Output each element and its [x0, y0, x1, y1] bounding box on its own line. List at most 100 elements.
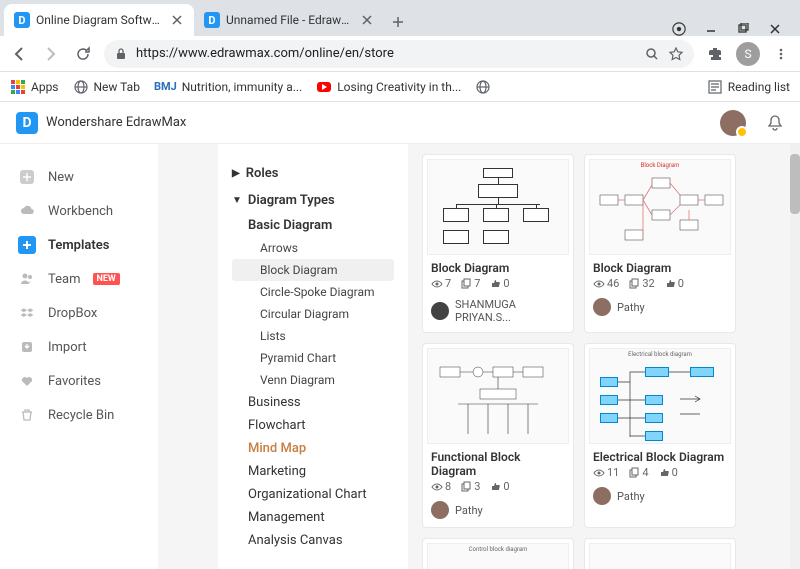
- template-card[interactable]: Functional Block Diagram 8 3 0 Pathy: [422, 343, 574, 528]
- filter-category[interactable]: Marketing: [232, 460, 394, 483]
- sidebar-item-team[interactable]: Team NEW: [0, 262, 158, 296]
- filter-leaf[interactable]: Pyramid Chart: [232, 347, 394, 369]
- bookmark-nutrition[interactable]: BMJ Nutrition, immunity a...: [154, 80, 302, 94]
- template-grid: Block Diagram 7 7 0 SHANMUGA PRIYAN.S...…: [422, 144, 800, 569]
- card-author[interactable]: Pathy: [589, 483, 731, 509]
- template-card[interactable]: Block Diagram 7 7 0 SHANMUGA PRIYAN.S...: [422, 154, 574, 333]
- template-card[interactable]: [584, 538, 736, 569]
- user-avatar[interactable]: [720, 110, 746, 136]
- reload-button[interactable]: [72, 43, 94, 65]
- likes-stat: 0: [490, 277, 509, 290]
- search-in-page-icon[interactable]: [644, 46, 660, 62]
- profile-avatar[interactable]: S: [736, 42, 760, 66]
- views-stat: 11: [593, 466, 619, 479]
- card-author[interactable]: Pathy: [589, 294, 731, 320]
- template-card[interactable]: Control block diagram: [422, 538, 574, 569]
- globe-icon: [475, 79, 491, 95]
- filter-diagram-types[interactable]: ▼Diagram Types: [232, 187, 394, 214]
- bookmarks-bar: Apps New Tab BMJ Nutrition, immunity a..…: [0, 72, 800, 102]
- sidebar-item-favorites[interactable]: Favorites: [0, 364, 158, 398]
- bookmark-new-tab[interactable]: New Tab: [73, 79, 140, 95]
- filter-leaf[interactable]: Arrows: [232, 237, 394, 259]
- views-stat: 7: [431, 277, 451, 290]
- filter-category[interactable]: Analysis Canvas: [232, 529, 394, 552]
- browser-tab-active[interactable]: D Online Diagram Software - EdrawM: [4, 4, 194, 36]
- window-controls: [672, 22, 796, 36]
- filter-category[interactable]: Organizational Chart: [232, 483, 394, 506]
- card-title: Block Diagram: [589, 255, 731, 277]
- filter-leaf[interactable]: Circle-Spoke Diagram: [232, 281, 394, 303]
- card-author[interactable]: SHANMUGA PRIYAN.S...: [427, 294, 569, 328]
- cloud-icon: [18, 202, 36, 220]
- author-name: Pathy: [455, 504, 483, 517]
- extensions-button[interactable]: [704, 43, 726, 65]
- app-title: Wondershare EdrawMax: [46, 115, 186, 130]
- filter-panel: ▶Roles ▼Diagram Types Basic Diagram Arro…: [218, 144, 408, 569]
- filter-category[interactable]: Flowchart: [232, 414, 394, 437]
- filter-category[interactable]: Business: [232, 391, 394, 414]
- sidebar-item-import[interactable]: Import: [0, 330, 158, 364]
- card-thumbnail: Control block diagram: [427, 543, 569, 569]
- people-icon: [18, 270, 36, 288]
- likes-stat: 0: [490, 480, 509, 493]
- chrome-menu-icon[interactable]: [672, 22, 686, 36]
- new-tab-button[interactable]: [384, 8, 412, 36]
- sidebar-item-workbench[interactable]: Workbench: [0, 194, 158, 228]
- bell-icon[interactable]: [766, 114, 784, 132]
- filter-category[interactable]: Mind Map: [232, 437, 394, 460]
- url-text: https://www.edrawmax.com/online/en/store: [136, 46, 636, 61]
- scrollbar-track[interactable]: [790, 144, 800, 569]
- edrawmax-favicon: D: [14, 12, 30, 28]
- bookmark-creativity[interactable]: Losing Creativity in th...: [316, 79, 461, 95]
- scrollbar-thumb[interactable]: [790, 154, 800, 214]
- author-avatar: [431, 501, 449, 519]
- lock-icon: [114, 47, 128, 61]
- card-author[interactable]: Pathy: [427, 497, 569, 523]
- filter-basic-diagram[interactable]: Basic Diagram: [232, 214, 394, 237]
- copies-stat: 32: [629, 277, 654, 290]
- sidebar-item-templates[interactable]: Templates: [0, 228, 158, 262]
- author-name: Pathy: [617, 301, 645, 314]
- template-card[interactable]: Block DiagramBlock Diagram 46 32 0 Pathy: [584, 154, 736, 333]
- sidebar-item-new[interactable]: New: [0, 160, 158, 194]
- tab-strip: D Online Diagram Software - EdrawM D Unn…: [0, 0, 800, 36]
- templates-icon: [18, 236, 36, 254]
- browser-chrome: D Online Diagram Software - EdrawM D Unn…: [0, 0, 800, 102]
- plus-icon: [18, 168, 36, 186]
- left-sidebar: New Workbench Templates Team NEW DropBox…: [0, 144, 158, 569]
- chrome-menu-button[interactable]: [770, 43, 792, 65]
- avatar-status-badge: [736, 126, 748, 138]
- back-button[interactable]: [8, 43, 30, 65]
- bookmark-star-icon[interactable]: [668, 46, 684, 62]
- bookmark-generic[interactable]: [475, 79, 491, 95]
- chevron-right-icon: ▶: [232, 168, 240, 179]
- forward-button[interactable]: [40, 43, 62, 65]
- tab-title: Unnamed File - EdrawMax: [226, 13, 354, 27]
- app-header: D Wondershare EdrawMax: [0, 102, 800, 144]
- filter-leaf[interactable]: Venn Diagram: [232, 369, 394, 391]
- sidebar-item-recycle-bin[interactable]: Recycle Bin: [0, 398, 158, 432]
- template-card[interactable]: Electrical block diagramElectrical Block…: [584, 343, 736, 528]
- author-name: Pathy: [617, 490, 645, 503]
- reading-list-button[interactable]: Reading list: [707, 79, 790, 95]
- close-window-button[interactable]: [768, 22, 782, 36]
- app-logo[interactable]: D: [16, 112, 38, 134]
- minimize-button[interactable]: [704, 22, 718, 36]
- filter-category[interactable]: Management: [232, 506, 394, 529]
- filter-leaf[interactable]: Lists: [232, 325, 394, 347]
- sidebar-item-dropbox[interactable]: DropBox: [0, 296, 158, 330]
- copies-stat: 4: [629, 466, 648, 479]
- browser-tab[interactable]: D Unnamed File - EdrawMax: [194, 4, 384, 36]
- maximize-button[interactable]: [736, 22, 750, 36]
- card-title: Functional Block Diagram: [427, 444, 569, 480]
- author-avatar: [593, 487, 611, 505]
- close-icon[interactable]: [170, 13, 184, 27]
- filter-leaf[interactable]: Block Diagram: [232, 259, 394, 281]
- svg-text:D: D: [18, 14, 25, 27]
- close-icon[interactable]: [360, 13, 374, 27]
- apps-button[interactable]: Apps: [10, 79, 59, 95]
- filter-roles[interactable]: ▶Roles: [232, 160, 394, 187]
- svg-text:D: D: [208, 14, 215, 27]
- filter-leaf[interactable]: Circular Diagram: [232, 303, 394, 325]
- url-field[interactable]: https://www.edrawmax.com/online/en/store: [104, 40, 694, 68]
